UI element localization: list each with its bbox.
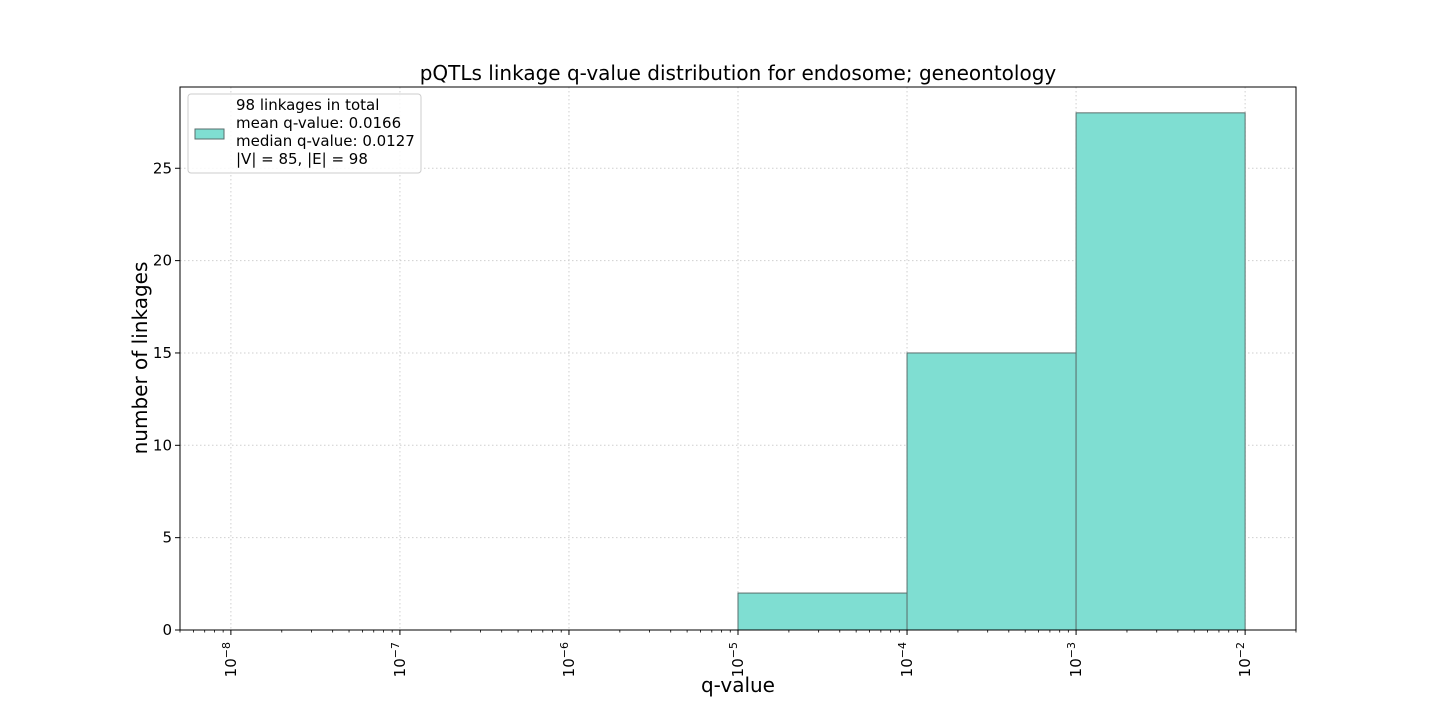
legend-swatch [194,128,225,140]
legend-line: |V| = 85, |E| = 98 [236,150,368,168]
x-tick-label: 10−3 [1065,642,1085,677]
x-axis-label: q-value [701,673,775,697]
y-tick-label: 25 [153,159,172,177]
x-tick-label: 10−2 [1234,642,1254,677]
histogram-bar [1075,112,1246,631]
legend-line: mean q-value: 0.0166 [236,114,401,132]
chart-title: pQTLs linkage q-value distribution for e… [420,61,1057,85]
y-tick-label: 0 [162,621,172,639]
legend-line: 98 linkages in total [236,96,379,114]
histogram-bar [906,352,1077,631]
x-tick-label: 10−8 [220,642,240,677]
legend-box [187,93,422,174]
y-tick-label: 10 [153,436,172,454]
y-axis-label: number of linkages [128,262,152,455]
histogram-bar [737,592,908,631]
bars [737,112,1246,631]
x-tick-label: 10−7 [389,642,409,677]
y-axis-ticks: 0 5 10 15 20 25 [153,159,180,639]
legend-line: median q-value: 0.0127 [236,132,415,150]
y-tick-label: 5 [162,529,172,547]
y-tick-label: 15 [153,344,172,362]
x-tick-label: 10−6 [558,642,578,677]
x-tick-label: 10−4 [896,642,916,677]
x-axis-ticks: 10−8 10−7 10−6 10−5 10−4 10−3 10−2 [179,630,1297,677]
x-tick-label: 10−5 [727,642,747,677]
y-tick-label: 20 [153,252,172,270]
